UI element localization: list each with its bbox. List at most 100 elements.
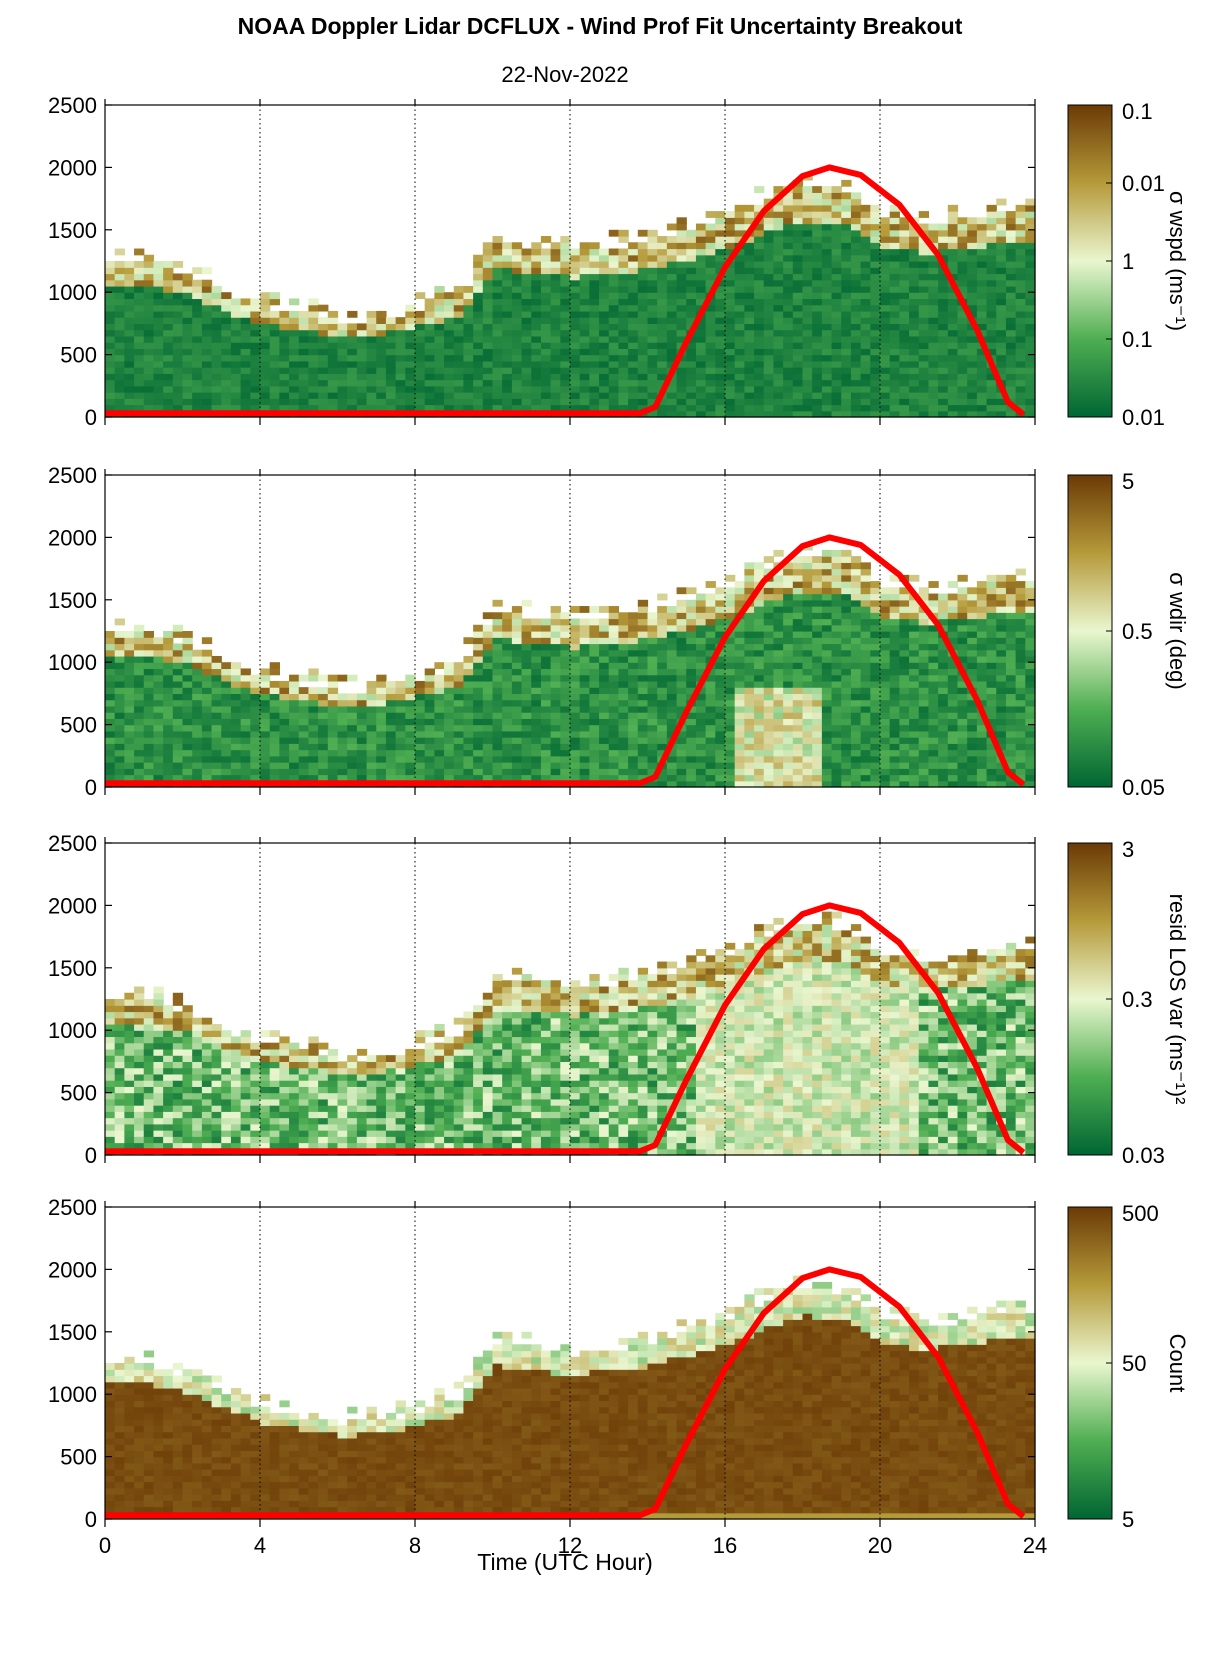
heatmap-cell: [938, 649, 949, 657]
heatmap-cell: [599, 348, 610, 356]
heatmap-cell: [589, 749, 600, 757]
heatmap-cell: [570, 724, 581, 732]
heatmap-cell: [802, 568, 813, 576]
heatmap-cell: [686, 236, 697, 243]
heatmap-cell: [705, 261, 716, 268]
heatmap-cell: [182, 730, 193, 738]
heatmap-cell: [880, 631, 891, 638]
heatmap-cell: [589, 712, 600, 719]
heatmap-cell: [676, 762, 687, 769]
heatmap-cell: [1015, 217, 1026, 225]
heatmap-cell: [725, 236, 736, 243]
heatmap-cell: [657, 360, 668, 368]
heatmap-cell: [143, 304, 155, 312]
heatmap-cell: [114, 749, 125, 757]
heatmap-cell: [618, 643, 629, 651]
heatmap-cell: [870, 655, 881, 663]
heatmap-cell: [996, 236, 1007, 243]
heatmap-cell: [182, 329, 193, 337]
heatmap-cell: [773, 618, 784, 626]
heatmap-cell: [560, 662, 571, 670]
heatmap-cell: [705, 229, 716, 237]
heatmap-cell: [802, 360, 813, 368]
heatmap-cell: [260, 360, 271, 368]
heatmap-cell: [986, 261, 997, 268]
heatmap-cell: [996, 298, 1007, 306]
heatmap-cell: [1025, 236, 1036, 243]
heatmap-cell: [909, 254, 920, 262]
heatmap-cell: [792, 385, 804, 393]
heatmap-cell: [754, 410, 765, 418]
heatmap-cell: [240, 712, 251, 719]
heatmap-cell: [405, 310, 416, 318]
heatmap-cell: [725, 687, 736, 694]
heatmap-cell: [124, 693, 135, 701]
heatmap-cell: [812, 774, 823, 782]
heatmap-cell: [1005, 317, 1017, 324]
heatmap-cell: [821, 248, 833, 256]
heatmap-cell: [124, 298, 135, 306]
heatmap-cell: [347, 398, 358, 406]
heatmap-cell: [482, 749, 494, 757]
heatmap-cell: [850, 693, 862, 701]
heatmap-cell: [153, 298, 164, 306]
heatmap-cell: [889, 768, 900, 776]
heatmap-cell: [502, 737, 513, 744]
heatmap-cell: [356, 737, 368, 744]
heatmap-cell: [909, 724, 920, 732]
heatmap-cell: [647, 712, 658, 719]
heatmap-cell: [938, 379, 949, 387]
heatmap-cell: [327, 335, 339, 343]
heatmap-cell: [366, 699, 377, 707]
heatmap-cell: [841, 587, 852, 595]
heatmap-cell: [783, 606, 794, 613]
heatmap-cell: [1005, 348, 1017, 356]
heatmap-cell: [269, 687, 280, 694]
heatmap-cell: [763, 285, 775, 293]
heatmap-cell: [356, 749, 368, 757]
y-tick-label: 1500: [48, 218, 97, 243]
heatmap-cell: [105, 730, 116, 738]
heatmap-cell: [783, 780, 794, 788]
heatmap-cell: [570, 404, 581, 412]
heatmap-cell: [666, 335, 678, 343]
heatmap-cell: [647, 780, 658, 788]
heatmap-cell: [637, 774, 649, 782]
heatmap-cell: [482, 329, 494, 337]
heatmap-cell: [657, 768, 668, 776]
heatmap-cell: [773, 755, 784, 763]
heatmap-cell: [143, 279, 155, 287]
heatmap-cell: [511, 637, 523, 645]
heatmap-cell: [715, 705, 726, 713]
heatmap-cell: [967, 298, 978, 306]
heatmap-cell: [860, 593, 871, 601]
heatmap-cell: [550, 774, 561, 782]
heatmap-cell: [686, 780, 697, 788]
heatmap-cell: [957, 317, 968, 324]
heatmap-cell: [589, 618, 600, 626]
heatmap-cell: [870, 392, 881, 399]
heatmap-cell: [211, 317, 222, 324]
heatmap-cell: [395, 392, 406, 399]
heatmap-cell: [802, 192, 813, 200]
heatmap-cell: [114, 285, 125, 293]
heatmap-cell: [889, 737, 900, 744]
heatmap-cell: [725, 273, 736, 281]
heatmap-cell: [143, 749, 155, 757]
heatmap-cell: [347, 392, 358, 399]
heatmap-cell: [540, 730, 552, 738]
heatmap-cell: [279, 323, 290, 331]
heatmap-cell: [637, 310, 649, 318]
heatmap-cell: [860, 223, 871, 231]
heatmap-cell: [163, 392, 174, 399]
heatmap-cell: [841, 348, 852, 356]
heatmap-cell: [540, 392, 552, 399]
heatmap-cell: [802, 737, 813, 744]
heatmap-cell: [676, 768, 687, 776]
heatmap-cell: [424, 755, 435, 763]
heatmap-cell: [666, 379, 678, 387]
heatmap-cell: [618, 637, 629, 645]
heatmap-cell: [928, 687, 939, 694]
heatmap-cell: [453, 398, 465, 406]
heatmap-cell: [618, 323, 629, 331]
